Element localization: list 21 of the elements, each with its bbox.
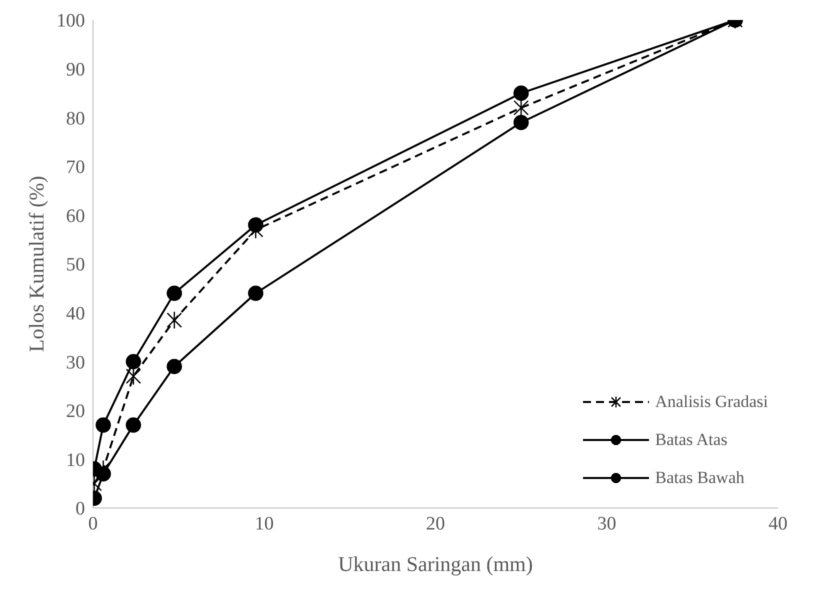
y-tick-label: 70 — [66, 157, 85, 178]
x-axis-title: Ukuran Saringan (mm) — [338, 552, 533, 576]
y-tick-label: 50 — [66, 254, 85, 276]
y-tick-label: 30 — [66, 352, 85, 374]
legend-label: Analisis Gradasi — [655, 392, 768, 412]
y-tick-label: 90 — [66, 60, 85, 81]
y-axis-title: Lolos Kumulatif (%) — [24, 176, 48, 352]
y-tick-label: 60 — [66, 206, 85, 227]
legend-label: Batas Atas — [655, 430, 728, 450]
x-tick-label: 30 — [597, 513, 616, 534]
x-tick-label: 10 — [254, 513, 274, 534]
x-tick-label: 0 — [88, 513, 98, 534]
y-tick-label: 80 — [66, 108, 85, 130]
y-tick-label: 20 — [66, 401, 85, 422]
y-tick-label: 100 — [56, 10, 85, 32]
x-tick-label: 20 — [426, 513, 445, 534]
legend-label: Batas Bawah — [655, 468, 744, 488]
y-tick-label: 0 — [76, 498, 85, 520]
x-tick-label: 40 — [768, 513, 788, 534]
y-tick-label: 10 — [66, 450, 85, 471]
y-tick-label: 40 — [66, 304, 85, 325]
